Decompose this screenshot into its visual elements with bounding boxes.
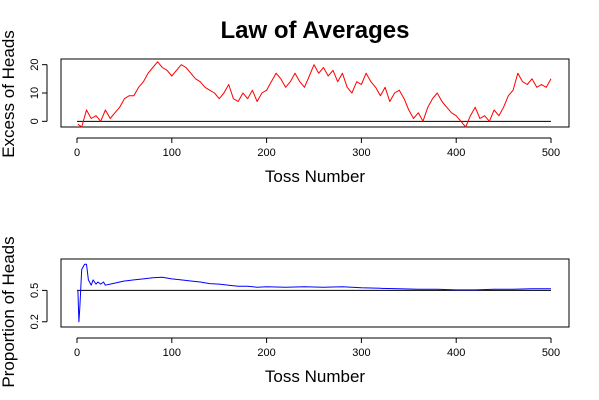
x-tick-label: 300 xyxy=(352,147,370,159)
x-tick-label: 400 xyxy=(447,347,465,359)
x-tick-label: 0 xyxy=(74,147,80,159)
y-axis: 0 10 20 xyxy=(29,59,48,124)
x-tick-label: 100 xyxy=(163,147,181,159)
y-tick-label: 0 xyxy=(29,118,41,124)
x-tick-label: 500 xyxy=(542,147,560,159)
x-axis: 0 100 200 300 400 500 xyxy=(74,337,560,359)
x-tick-label: 0 xyxy=(74,347,80,359)
y-axis: 0.2 0.5 xyxy=(29,283,48,329)
y-axis-label: Excess of Heads xyxy=(0,30,18,158)
y-tick-label: 10 xyxy=(29,87,41,99)
proportion-heads-series xyxy=(77,263,551,323)
x-tick-label: 200 xyxy=(257,147,275,159)
excess-heads-panel: 0 100 200 300 400 500 0 10 20 Toss Number Exces… xyxy=(0,30,570,186)
x-tick-label: 300 xyxy=(352,347,370,359)
plot-frame xyxy=(60,258,570,328)
y-axis-label: Proportion of Heads xyxy=(0,236,18,387)
y-tick-label: 0.5 xyxy=(29,283,41,298)
plot-frame xyxy=(60,58,570,128)
x-tick-label: 400 xyxy=(447,147,465,159)
excess-heads-series xyxy=(77,61,552,128)
x-axis-label: Toss Number xyxy=(265,367,365,386)
proportion-heads-panel: 0 100 200 300 400 500 0.2 0.5 Toss Number Prop… xyxy=(0,236,570,388)
y-tick-label: 0.2 xyxy=(29,314,41,329)
x-tick-label: 100 xyxy=(163,347,181,359)
x-axis: 0 100 200 300 400 500 xyxy=(74,137,560,159)
y-tick-label: 20 xyxy=(29,59,41,71)
chart-title: Law of Averages xyxy=(221,17,410,44)
x-axis-label: Toss Number xyxy=(265,167,365,186)
x-tick-label: 500 xyxy=(542,347,560,359)
x-tick-label: 200 xyxy=(257,347,275,359)
